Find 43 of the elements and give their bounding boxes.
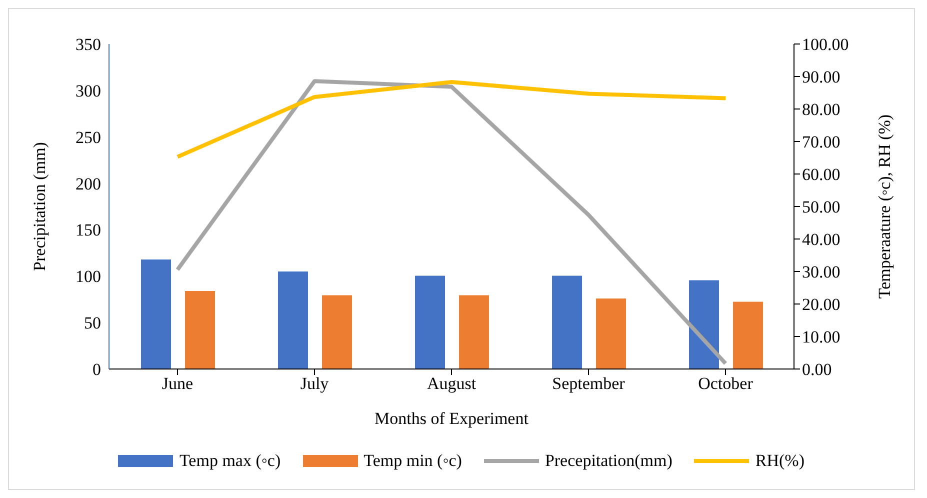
y2-tick-label: 50.00 (802, 198, 840, 217)
y-tick-label: 150 (76, 220, 101, 240)
legend-label: RH(%) (754, 451, 805, 471)
y2-tick-label: 40.00 (802, 230, 840, 250)
x-axis-title: Months of Experiment (374, 409, 529, 428)
bar (185, 291, 215, 369)
y-tick-label: 300 (76, 81, 101, 100)
y2-tick-label: 30.00 (802, 262, 840, 282)
bar (596, 298, 626, 369)
line-series (176, 80, 728, 159)
x-tick-label: September (552, 374, 626, 394)
bar (459, 295, 489, 369)
x-tick-label: August (426, 374, 476, 394)
y2-tick-label: 60.00 (802, 165, 840, 184)
y2-axis-title: Temperaature (◦c), RH (%) (875, 114, 894, 299)
y-axis-title: Precipitation (mm) (30, 142, 50, 271)
bar (689, 280, 719, 369)
x-tick-label: October (698, 374, 754, 394)
bar (141, 259, 171, 369)
y2-tick-label: 100.00 (802, 35, 849, 54)
y2-tick-label: 90.00 (802, 68, 840, 87)
bar (552, 276, 582, 369)
y-tick-label: 350 (76, 35, 101, 54)
y-tick-label: 250 (76, 128, 101, 147)
bar (278, 272, 308, 369)
y-tick-label: 0 (92, 360, 101, 379)
line-series (176, 79, 728, 366)
y2-tick-label: 20.00 (802, 295, 840, 314)
y2-tick-label: 10.00 (802, 328, 840, 347)
y-tick-label: 50 (84, 314, 101, 333)
legend-label: Temp min (◦c) (362, 451, 462, 471)
x-tick-label: July (300, 374, 330, 394)
legend-label: Precepitation(mm) (544, 451, 672, 471)
y-tick-label: 200 (76, 174, 101, 194)
y2-tick-label: 70.00 (802, 132, 840, 152)
y2-tick-label: 80.00 (802, 100, 840, 120)
bar (415, 276, 445, 369)
y-tick-label: 100 (76, 267, 101, 286)
x-tick-label: June (162, 374, 194, 394)
bar (733, 302, 763, 369)
y2-tick-label: 0.00 (802, 360, 832, 380)
bar (322, 295, 352, 369)
legend-label: Temp max (◦c) (178, 451, 281, 471)
